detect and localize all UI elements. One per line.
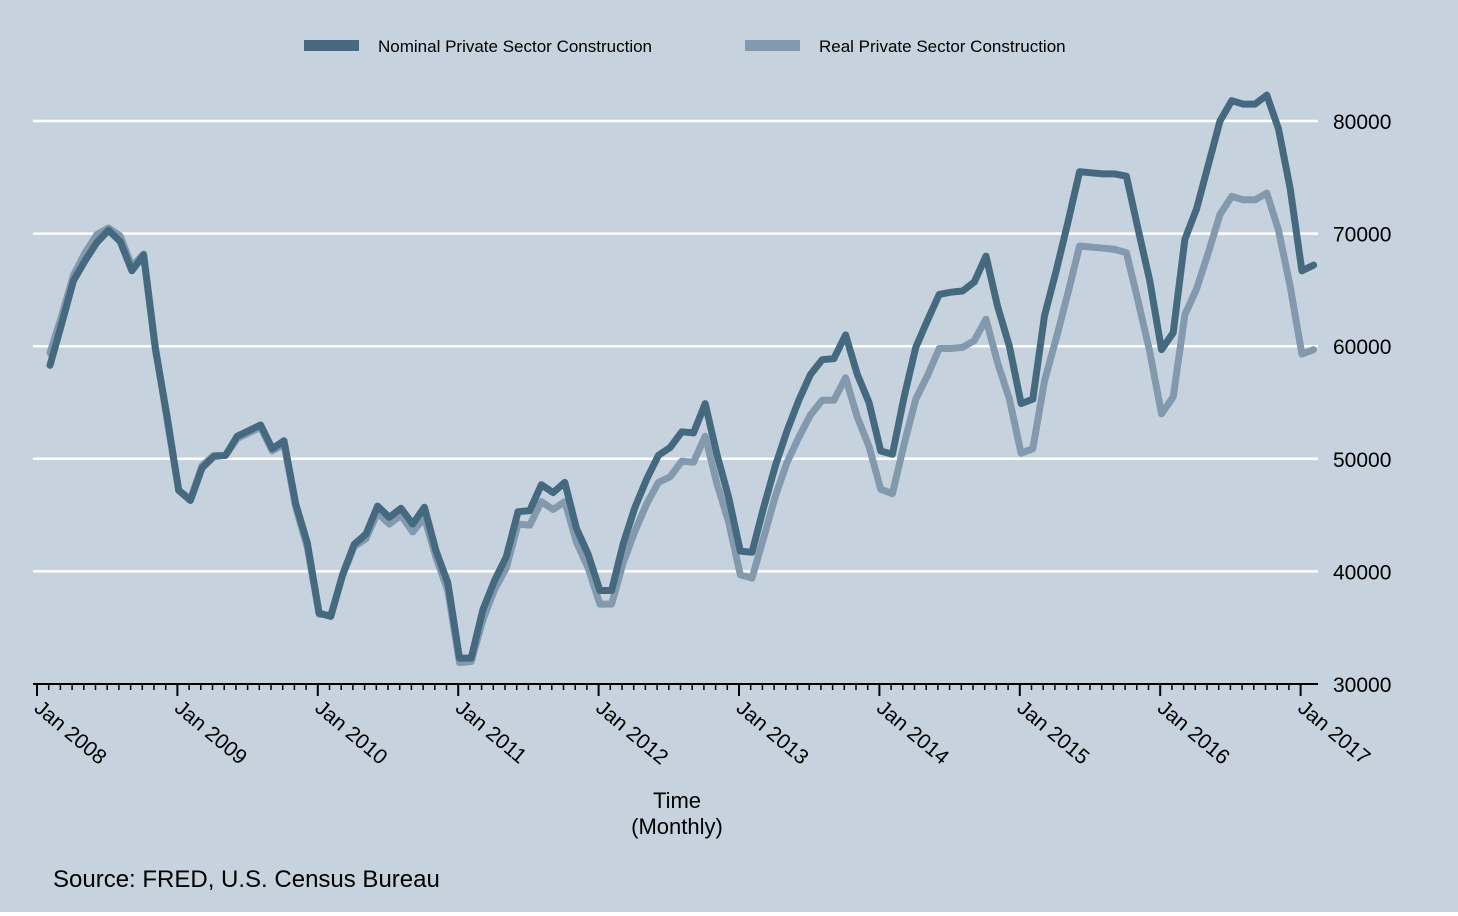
series-lines: [46, 91, 1318, 667]
x-tick-label: Jan 2017: [1293, 696, 1374, 769]
x-axis-title-line2: (Monthly): [631, 814, 723, 839]
x-axis-title-line1: Time: [653, 788, 701, 813]
x-tick-label: Jan 2012: [591, 696, 672, 769]
x-tick-label: Jan 2013: [732, 696, 813, 769]
legend-label-real: Real Private Sector Construction: [819, 37, 1066, 56]
legend: Nominal Private Sector Construction Real …: [304, 37, 1066, 56]
x-axis: [33, 683, 1318, 696]
legend-swatch-nominal: [304, 40, 359, 51]
gridlines: [33, 119, 1318, 573]
y-tick-label: 80000: [1333, 111, 1391, 134]
y-tick-label: 30000: [1333, 674, 1391, 697]
x-tick-label: Jan 2010: [311, 696, 392, 769]
x-axis-tick-labels: Jan 2008 Jan 2009 Jan 2010 Jan 2011 Jan 2012…: [30, 696, 1375, 769]
series-line-real: [46, 189, 1318, 667]
y-tick-label: 70000: [1333, 224, 1391, 247]
x-tick-label: Jan 2008: [30, 696, 111, 769]
series-line-nominal: [46, 91, 1318, 662]
y-axis-tick-labels: 30000 40000 50000 60000 70000 80000: [1333, 111, 1391, 697]
x-tick-label: Jan 2009: [170, 696, 251, 769]
y-tick-label: 50000: [1333, 449, 1391, 472]
y-tick-label: 40000: [1333, 561, 1391, 584]
x-tick-label: Jan 2015: [1013, 696, 1094, 769]
legend-label-nominal: Nominal Private Sector Construction: [378, 37, 652, 56]
x-tick-label: Jan 2011: [451, 696, 531, 768]
source-note: Source: FRED, U.S. Census Bureau: [53, 866, 440, 893]
x-tick-label: Jan 2016: [1153, 696, 1234, 769]
x-tick-label: Jan 2014: [872, 696, 953, 769]
y-tick-label: 60000: [1333, 336, 1391, 359]
legend-swatch-real: [745, 40, 800, 51]
